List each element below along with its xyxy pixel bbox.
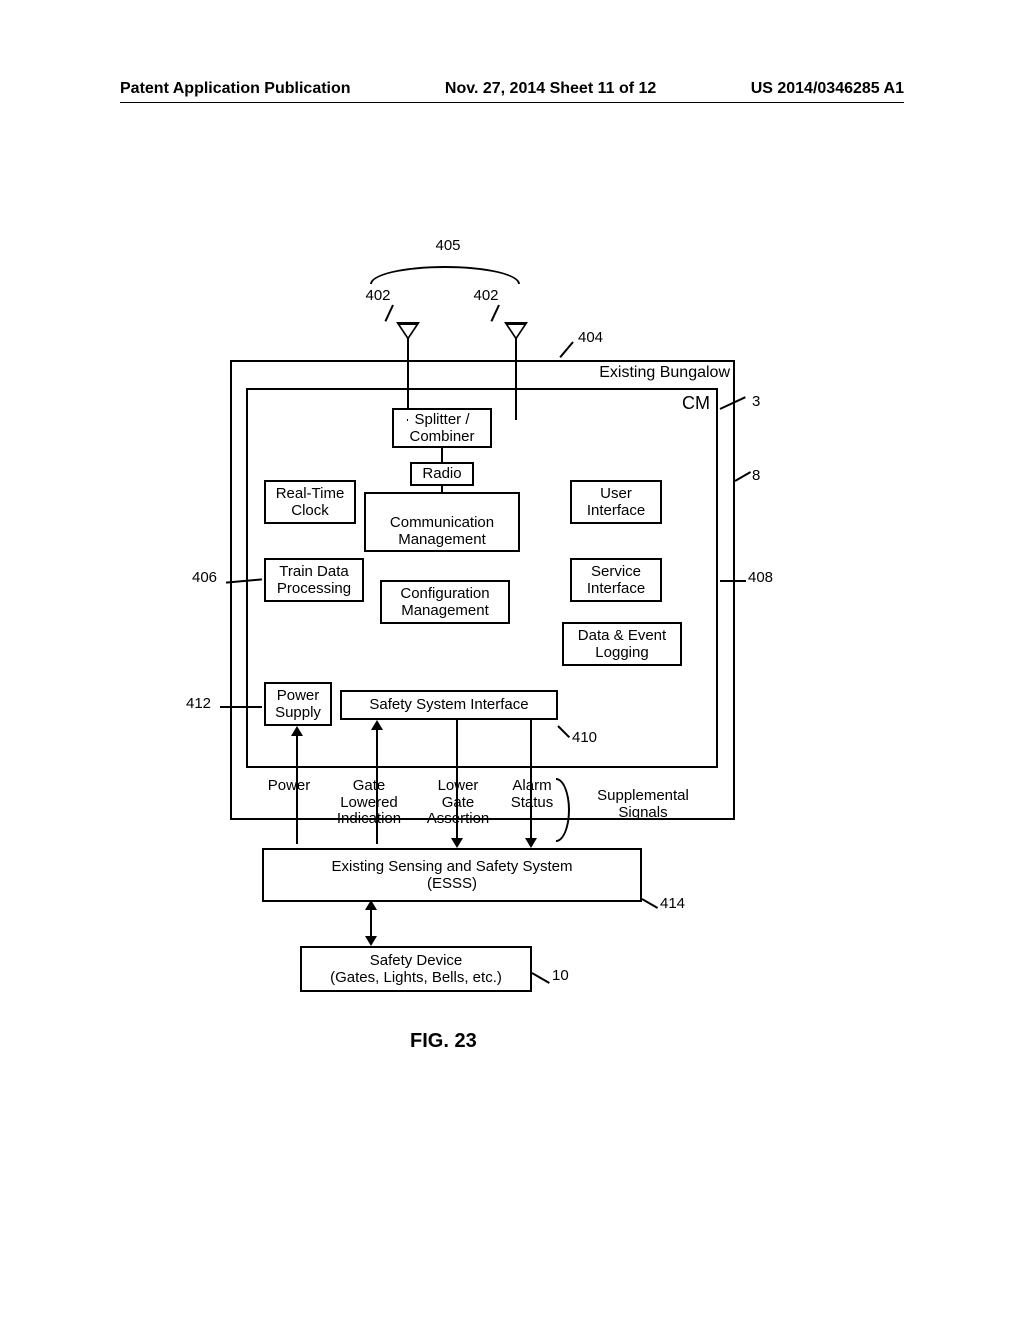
io-alarm-arrow <box>525 838 537 848</box>
ref-3: 3 <box>752 394 760 411</box>
page-header: Patent Application Publication Nov. 27, … <box>0 80 1024 98</box>
existing-bungalow-label: Existing Bungalow <box>580 364 730 382</box>
leader-402b <box>490 305 499 322</box>
io-power-arrow <box>291 726 303 736</box>
user-interface-box: User Interface <box>570 480 662 524</box>
header-rule <box>120 102 904 103</box>
cm-label: CM <box>660 394 710 414</box>
diagram-fig-23: 405 402 402 404 Existing Bungalow CM 3 8… <box>200 230 810 1090</box>
ant-join <box>407 419 408 421</box>
ref-405: 405 <box>428 238 468 255</box>
rtclock-box: Real-Time Clock <box>264 480 356 524</box>
radio-comm-line <box>441 486 443 492</box>
leader-414 <box>642 898 659 909</box>
esss-safety-arrow-down <box>365 936 377 946</box>
comm-mgmt-box: Communication Management <box>364 492 520 552</box>
safety-device-box: Safety Device (Gates, Lights, Bells, etc… <box>300 946 532 992</box>
ref-10: 10 <box>552 968 569 985</box>
ref-402b: 402 <box>468 288 504 305</box>
esss-box: Existing Sensing and Safety System (ESSS… <box>262 848 642 902</box>
supplemental-label: Supplemental Signals <box>578 788 708 821</box>
ref-412: 412 <box>186 696 211 713</box>
leader-8 <box>735 471 752 482</box>
io-power-label: Power <box>260 778 318 795</box>
header-center: Nov. 27, 2014 Sheet 11 of 12 <box>445 80 656 98</box>
config-mgmt-box: Configuration Management <box>380 580 510 624</box>
esss-safety-arrow-up <box>365 900 377 910</box>
io-gate-lowered-label: Gate Lowered Indication <box>328 778 410 828</box>
ref-410: 410 <box>572 730 597 747</box>
ref-8: 8 <box>752 468 760 485</box>
train-data-box: Train Data Processing <box>264 558 364 602</box>
header-right: US 2014/0346285 A1 <box>751 80 904 98</box>
safety-sys-if-box: Safety System Interface <box>340 690 558 720</box>
figure-caption: FIG. 23 <box>410 1030 477 1053</box>
brace-405 <box>370 266 520 284</box>
io-lower-gate-arrow <box>451 838 463 848</box>
service-interface-box: Service Interface <box>570 558 662 602</box>
ref-414: 414 <box>660 896 685 913</box>
radio-box: Radio <box>410 462 474 486</box>
header-left: Patent Application Publication <box>120 80 351 98</box>
leader-10 <box>532 972 550 984</box>
io-lower-gate-label: Lower Gate Assertion <box>418 778 498 828</box>
ref-404: 404 <box>578 330 603 347</box>
leader-402a <box>384 305 393 322</box>
ref-406: 406 <box>192 570 217 587</box>
leader-412 <box>220 706 262 708</box>
splitter-combiner-box: Splitter / Combiner <box>392 408 492 448</box>
ref-402a: 402 <box>360 288 396 305</box>
io-gate-lowered-arrow <box>371 720 383 730</box>
data-logging-box: Data & Event Logging <box>562 622 682 666</box>
leader-404 <box>559 341 573 358</box>
splitter-radio-line <box>441 448 443 462</box>
io-alarm-label: Alarm Status <box>500 778 564 811</box>
leader-408 <box>720 580 746 582</box>
ref-408: 408 <box>748 570 773 587</box>
power-supply-box: Power Supply <box>264 682 332 726</box>
